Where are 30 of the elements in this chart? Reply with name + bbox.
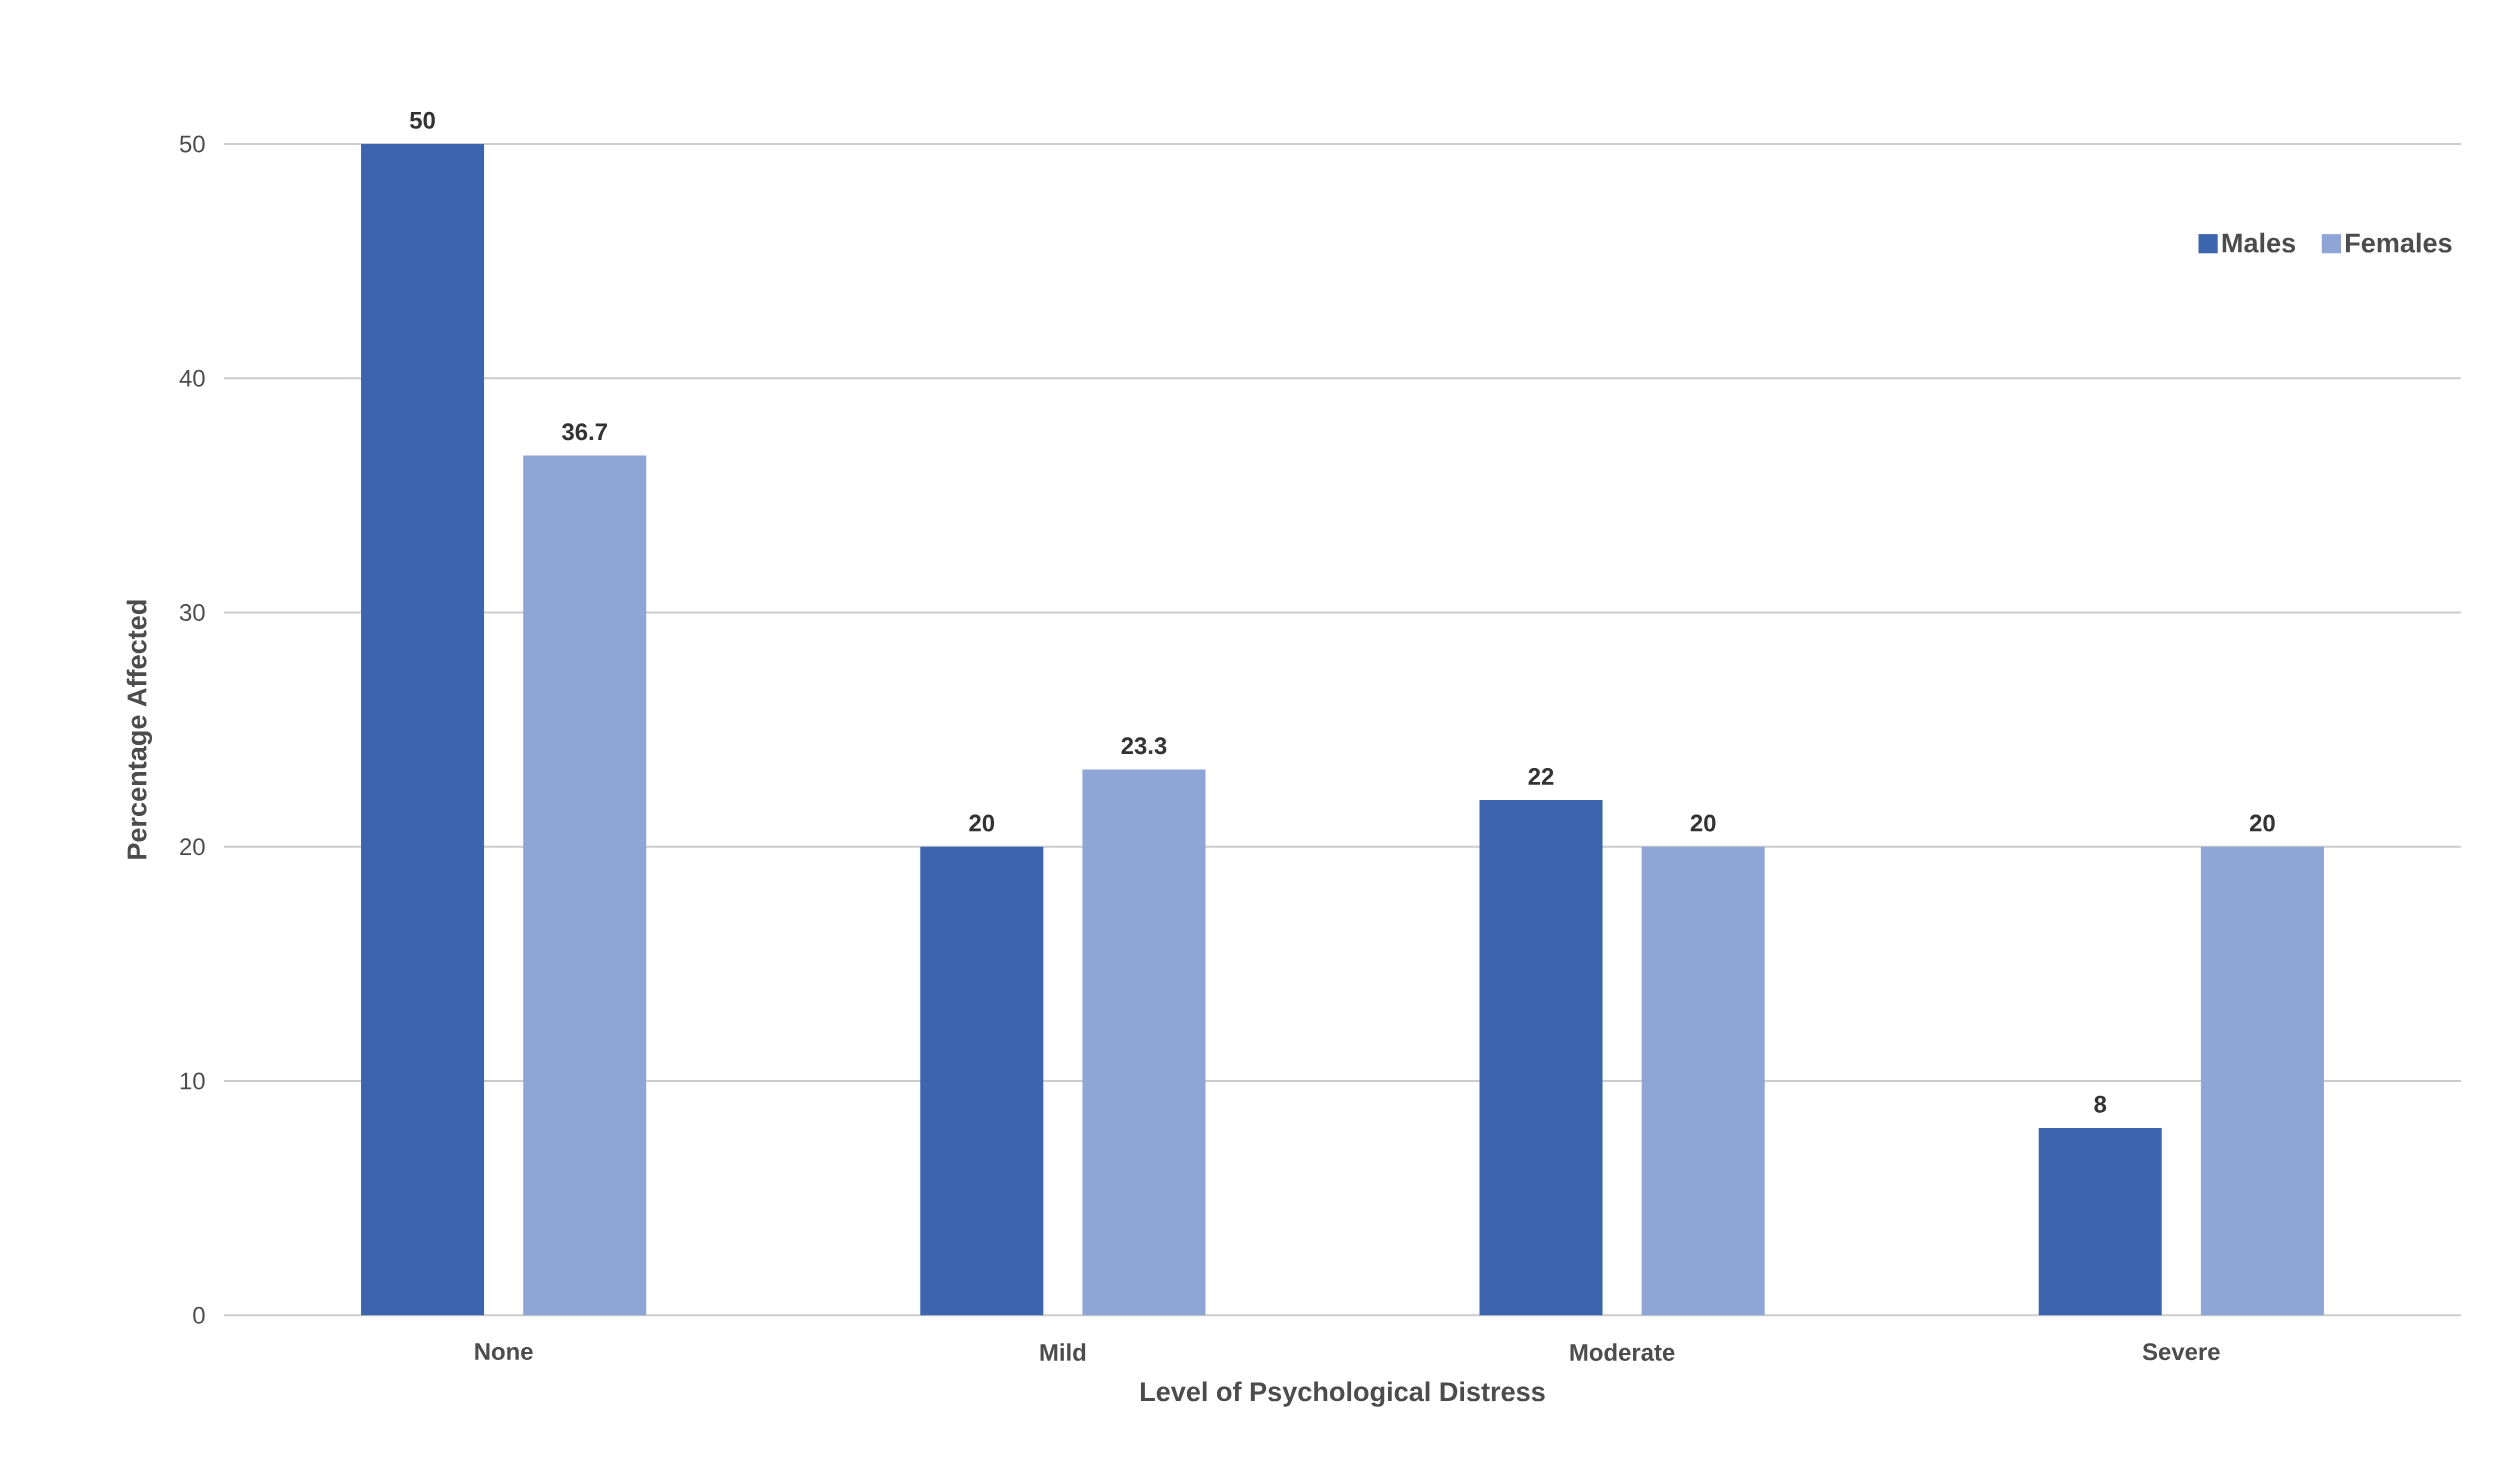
y-tick-label: 20 (180, 838, 205, 856)
data-label: 20 (1690, 814, 1716, 832)
legend-label: Males (2222, 232, 2296, 253)
data-label: 23.3 (1121, 737, 1167, 755)
bar (361, 144, 485, 1316)
y-tick-label: 0 (193, 1306, 205, 1324)
x-tick-label: None (475, 1343, 533, 1361)
x-axis-title: Level of Psychological Distress (1140, 1381, 1545, 1407)
y-axis-title: Percentage Affected (126, 600, 153, 859)
y-tick-label: 10 (180, 1072, 205, 1090)
data-label: 36.7 (562, 423, 607, 441)
x-tick-label: Mild (1040, 1343, 1086, 1362)
y-tick-label: 50 (179, 135, 205, 153)
data-label: 20 (2249, 814, 2275, 832)
x-tick-label: Moderate (1570, 1343, 1675, 1362)
y-tick-label: 30 (179, 604, 205, 622)
data-label: 22 (1528, 768, 1554, 785)
bar (920, 846, 1044, 1316)
bar (1082, 769, 1206, 1316)
y-tick-label: 40 (179, 369, 205, 387)
bar (1641, 846, 1765, 1316)
bar (2200, 846, 2324, 1316)
bar (523, 455, 647, 1316)
bar (2038, 1128, 2162, 1316)
bar (1479, 800, 1603, 1316)
data-label: 50 (409, 111, 435, 129)
x-tick-label: Severe (2142, 1343, 2220, 1361)
data-label: 8 (2094, 1095, 2107, 1113)
legend-label: Females (2346, 232, 2452, 253)
data-label: 20 (969, 814, 995, 832)
